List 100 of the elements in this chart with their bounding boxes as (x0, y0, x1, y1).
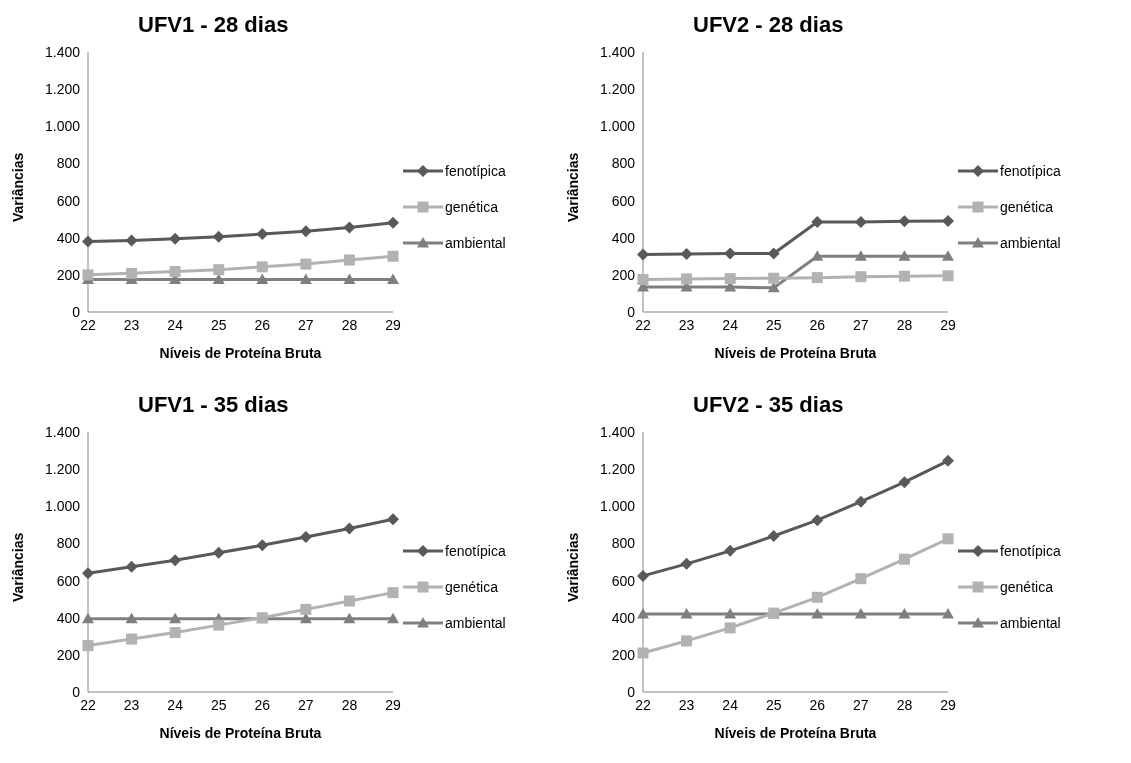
y-tick-label: 1.000 (44, 118, 81, 135)
y-tick-label: 1.400 (44, 423, 81, 440)
x-tick-label: 23 (678, 696, 695, 713)
point (811, 514, 824, 527)
y-tick-label: 1.000 (599, 118, 636, 135)
chart-title: UFV1 - 35 dias (137, 391, 290, 419)
point (343, 273, 356, 284)
x-tick-label: 28 (341, 696, 358, 713)
point (637, 608, 649, 619)
point (82, 612, 94, 624)
chart-title: UFV2 - 28 dias (692, 11, 845, 39)
x-tick-label: 23 (123, 316, 140, 333)
point (343, 221, 356, 234)
point (724, 622, 736, 634)
point (387, 216, 399, 229)
y-tick-label: 1.200 (599, 81, 636, 98)
point (256, 273, 269, 284)
point (898, 250, 911, 261)
point (300, 603, 312, 615)
point (126, 633, 138, 645)
point (942, 250, 954, 261)
y-tick-label: 400 (611, 229, 636, 246)
x-tick-label: 27 (853, 316, 869, 333)
point (768, 272, 780, 284)
x-axis-title: Níveis de Proteína Bruta (159, 725, 322, 741)
point (637, 569, 649, 582)
point (169, 554, 182, 567)
point (724, 608, 737, 619)
point (387, 513, 399, 526)
y-tick-label: 1.200 (44, 81, 81, 98)
point (898, 476, 911, 489)
x-tick-label: 24 (167, 316, 184, 333)
point (256, 261, 268, 273)
legend-label: genética (445, 579, 498, 595)
point (125, 612, 138, 624)
x-tick-label: 26 (809, 316, 826, 333)
x-tick-label: 24 (722, 696, 739, 713)
point (724, 273, 736, 285)
y-tick-label: 1.000 (44, 498, 81, 515)
x-tick-label: 23 (123, 696, 140, 713)
point (680, 557, 693, 570)
y-tick-label: 200 (56, 266, 81, 283)
x-tick-label: 27 (298, 316, 314, 333)
x-tick-label: 27 (298, 696, 314, 713)
point (125, 560, 138, 573)
y-tick-label: 1.000 (599, 498, 636, 515)
point (125, 234, 138, 247)
y-tick-label: 1.200 (599, 461, 636, 478)
point (898, 270, 910, 282)
x-tick-label: 25 (210, 696, 227, 713)
point (681, 635, 693, 647)
y-tick-label: 600 (56, 572, 81, 589)
y-tick-label: 800 (56, 155, 81, 172)
x-tick-label: 29 (385, 316, 401, 333)
point (767, 530, 780, 542)
point (680, 248, 693, 261)
legend-label: genética (445, 199, 498, 215)
chart-title: UFV2 - 35 dias (692, 391, 845, 419)
x-tick-label: 22 (80, 316, 96, 333)
x-tick-label: 25 (765, 696, 782, 713)
point (854, 250, 867, 261)
x-tick-label: 26 (254, 696, 271, 713)
point (299, 273, 312, 284)
x-tick-label: 22 (635, 696, 651, 713)
point (299, 530, 312, 543)
point (212, 230, 225, 243)
legend-label: ambiental (445, 235, 506, 251)
legend-label: genética (1000, 199, 1053, 215)
y-tick-label: 400 (56, 229, 81, 246)
x-tick-label: 22 (80, 696, 96, 713)
y-tick-label: 400 (56, 609, 81, 626)
y-tick-label: 1.400 (599, 423, 636, 440)
y-axis-title: Variâncias (564, 152, 581, 222)
point (82, 235, 94, 248)
point (811, 608, 824, 619)
point (898, 608, 911, 619)
x-tick-label: 29 (940, 696, 956, 713)
point (855, 573, 867, 585)
x-axis-title: Níveis de Proteína Bruta (714, 725, 877, 741)
point (854, 608, 867, 619)
point (942, 454, 954, 467)
y-tick-label: 1.400 (599, 43, 636, 60)
point (169, 627, 181, 639)
x-tick-label: 29 (940, 316, 956, 333)
point (387, 612, 399, 624)
point (811, 591, 823, 603)
point (300, 258, 312, 270)
x-tick-label: 28 (896, 316, 913, 333)
y-tick-label: 0 (72, 303, 81, 320)
point (343, 522, 356, 535)
point (343, 595, 355, 607)
x-tick-label: 24 (167, 696, 184, 713)
point (169, 612, 182, 624)
point (256, 539, 269, 552)
legend-label: ambiental (1000, 615, 1061, 631)
point (387, 587, 399, 599)
point (637, 248, 649, 261)
y-axis-title: Variâncias (564, 532, 581, 602)
x-tick-label: 22 (635, 316, 651, 333)
point (855, 271, 867, 283)
